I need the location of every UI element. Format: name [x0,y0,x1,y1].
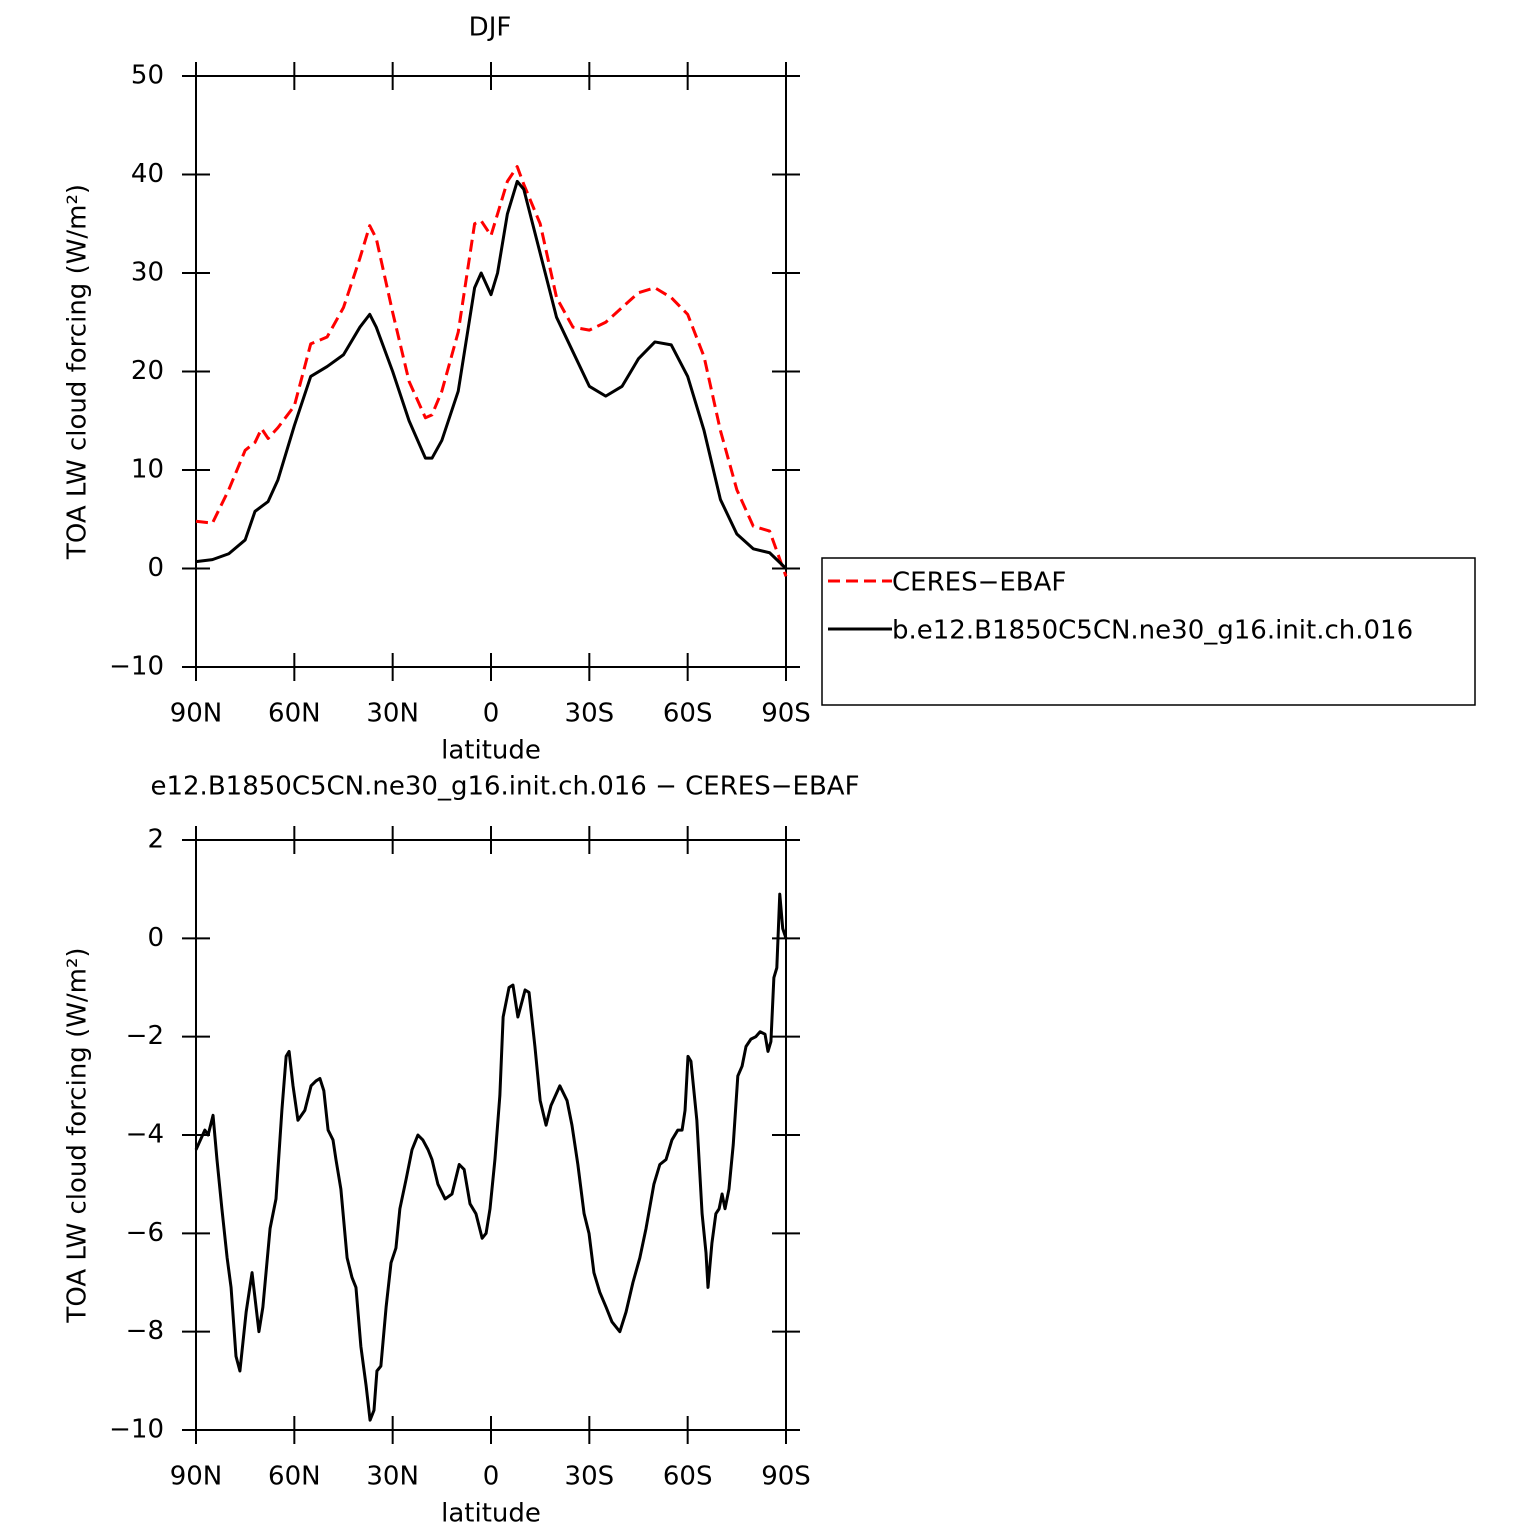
y-tick-label: 0 [147,923,164,953]
plot-frame [195,75,787,668]
x-tick-label: 90S [761,699,811,729]
y-tick-label: −10 [109,652,164,682]
x-axis-label: latitude [441,1499,541,1529]
y-tick-label: 2 [147,825,164,855]
y-tick-label: 20 [131,356,164,386]
x-tick-label: 0 [483,699,500,729]
y-tick-label: 50 [131,61,164,91]
legend-label: CERES−EBAF [892,568,1066,598]
data-line [195,165,788,577]
data-line [194,892,788,1422]
y-tick-label: 30 [131,258,164,288]
x-tick-label: 90N [170,699,223,729]
y-tick-label: −6 [126,1218,164,1248]
chart-title: e12.B1850C5CN.ne30_g16.init.ch.016 − CER… [150,772,859,802]
legend-box [821,557,1476,706]
x-tick-label: 90S [761,1462,811,1492]
x-axis-label: latitude [441,736,541,766]
x-tick-label: 90N [170,1462,223,1492]
y-tick-label: 40 [131,159,164,189]
y-axis-label: TOA LW cloud forcing (W/m²) [63,947,93,1323]
x-tick-label: 30N [366,699,419,729]
y-tick-label: 10 [131,455,164,485]
legend-label: b.e12.B1850C5CN.ne30_g16.init.ch.016 [892,616,1413,646]
x-tick-label: 0 [483,1462,500,1492]
x-tick-label: 60N [268,699,321,729]
x-tick-label: 30S [565,1462,615,1492]
y-tick-label: −8 [126,1316,164,1346]
x-tick-label: 30N [366,1462,419,1492]
x-tick-label: 60N [268,1462,321,1492]
y-tick-label: 0 [147,553,164,583]
plot-frame [195,839,787,1431]
y-tick-label: −4 [126,1120,164,1150]
data-line [195,179,788,570]
y-tick-label: −2 [126,1021,164,1051]
x-tick-label: 60S [663,699,713,729]
y-tick-label: −10 [109,1415,164,1445]
x-tick-label: 30S [565,699,615,729]
x-tick-label: 60S [663,1462,713,1492]
chart-title: DJF [469,13,512,43]
y-axis-label: TOA LW cloud forcing (W/m²) [63,184,93,560]
